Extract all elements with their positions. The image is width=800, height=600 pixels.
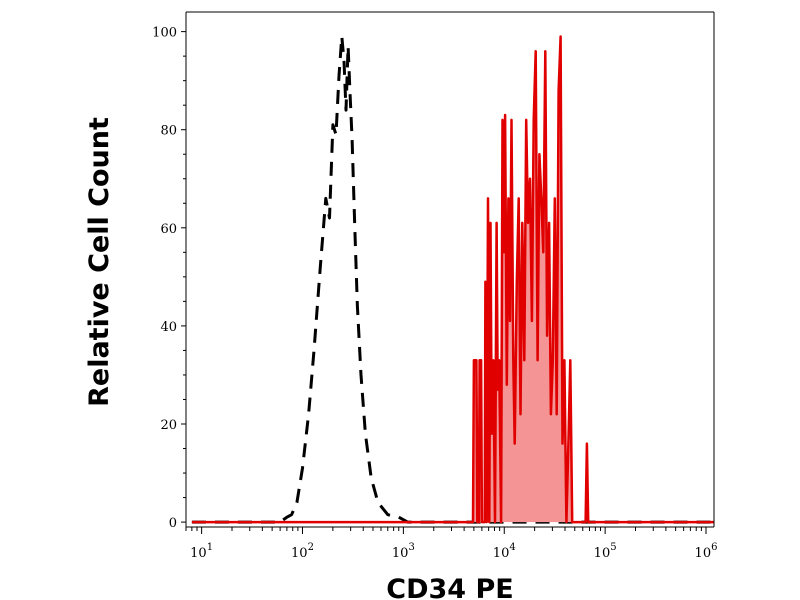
- ticks-layer: 0 20 40 60 80 100 101 102 103 104 105 106: [152, 26, 717, 561]
- x-tick-label: 104: [493, 542, 516, 561]
- series-layer: [191, 35, 714, 524]
- series-1-line: [191, 35, 714, 524]
- series-2-fill: [191, 36, 714, 523]
- y-tick-label: 60: [160, 222, 177, 237]
- y-tick-label: 100: [152, 26, 177, 41]
- y-tick-label: 20: [160, 418, 177, 433]
- y-axis-title: Relative Cell Count: [84, 117, 115, 407]
- axes-layer: [185, 11, 715, 528]
- x-axis-title: CD34 PE: [386, 574, 513, 600]
- x-tick-label: 106: [695, 542, 718, 561]
- y-tick-label: 80: [160, 124, 177, 139]
- x-tick-label: 101: [190, 542, 213, 561]
- y-tick-label: 40: [160, 320, 177, 335]
- x-tick-label: 105: [594, 542, 617, 561]
- x-tick-label: 102: [291, 542, 314, 561]
- series-2-line: [191, 35, 714, 524]
- x-tick-label: 103: [392, 542, 415, 561]
- y-tick-label: 0: [169, 516, 177, 531]
